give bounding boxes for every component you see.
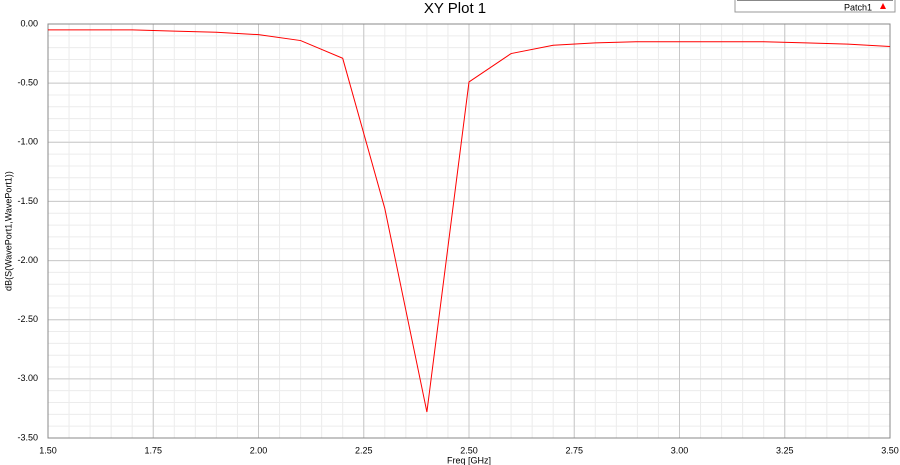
y-tick-label: -3.50 [17, 432, 38, 442]
x-tick-label: 3.00 [671, 445, 689, 455]
data-line [48, 29, 891, 413]
x-tick-label: 2.50 [460, 445, 478, 455]
legend-box [734, 0, 896, 13]
y-tick-label: -2.50 [17, 314, 38, 324]
x-tick-label: 3.50 [881, 445, 899, 455]
x-tick-label: 2.00 [250, 445, 268, 455]
y-tick-label: -3.00 [17, 373, 38, 383]
y-axis-label: dB(S(WavePort1,WavePort1)) [3, 171, 13, 291]
x-tick-label: 2.25 [355, 445, 373, 455]
y-tick-label: -1.00 [17, 137, 38, 147]
x-tick-label: 3.25 [776, 445, 794, 455]
y-tick-label: -2.00 [17, 255, 38, 265]
plot-frame [47, 23, 891, 439]
x-tick-label: 2.75 [565, 445, 583, 455]
chart-title: XY Plot 1 [424, 0, 486, 17]
legend-label: Patch1 [844, 2, 872, 12]
legend-marker [880, 3, 886, 9]
y-tick-label: -0.50 [17, 78, 38, 88]
y-tick-label: 0.00 [20, 18, 38, 28]
y-tick-label: -1.50 [17, 196, 38, 206]
x-axis-label: Freq [GHz] [447, 455, 491, 465]
x-tick-label: 1.75 [144, 445, 162, 455]
x-tick-label: 1.50 [39, 445, 57, 455]
